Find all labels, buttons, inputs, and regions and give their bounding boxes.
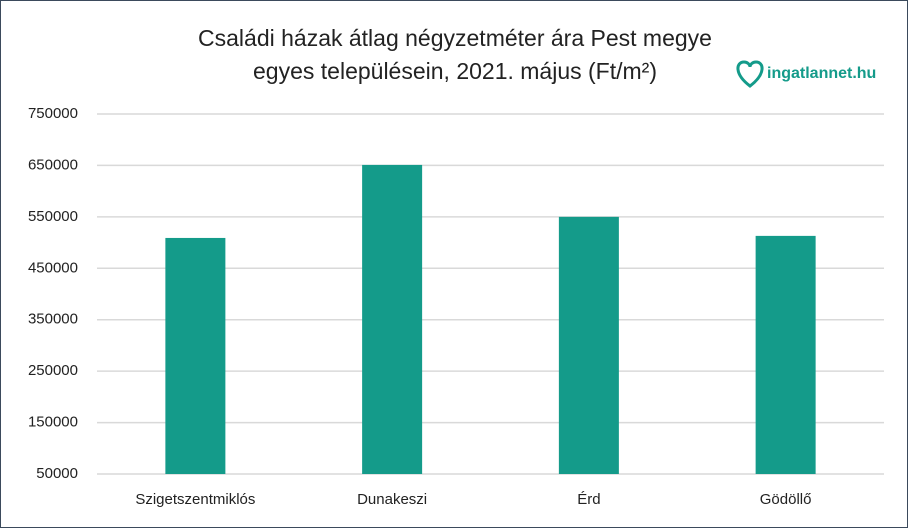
- bar: [558, 216, 619, 474]
- x-tick-label: Szigetszentmiklós: [135, 491, 255, 508]
- y-tick-label: 250000: [28, 362, 78, 379]
- logo-icon: [736, 60, 764, 88]
- x-tick-label: Dunakeszi: [357, 491, 427, 508]
- y-tick-label: 550000: [28, 208, 78, 225]
- bar: [362, 164, 423, 474]
- y-tick-label: 350000: [28, 311, 78, 328]
- y-tick-label: 750000: [28, 105, 78, 122]
- x-tick-label: Gödöllő: [760, 491, 812, 508]
- chart-title: Családi házak átlag négyzetméter ára Pes…: [198, 25, 712, 51]
- y-tick-label: 50000: [36, 465, 78, 482]
- bar: [165, 237, 226, 474]
- bar: [755, 235, 816, 474]
- y-tick-label: 450000: [28, 259, 78, 276]
- chart-title: egyes településein, 2021. május (Ft/m²): [253, 58, 657, 84]
- logo-text: ingatlannet.hu: [767, 65, 876, 82]
- y-tick-label: 150000: [28, 414, 78, 431]
- y-tick-label: 650000: [28, 156, 78, 173]
- x-tick-label: Érd: [577, 491, 600, 508]
- logo: ingatlannet.hu: [736, 60, 876, 88]
